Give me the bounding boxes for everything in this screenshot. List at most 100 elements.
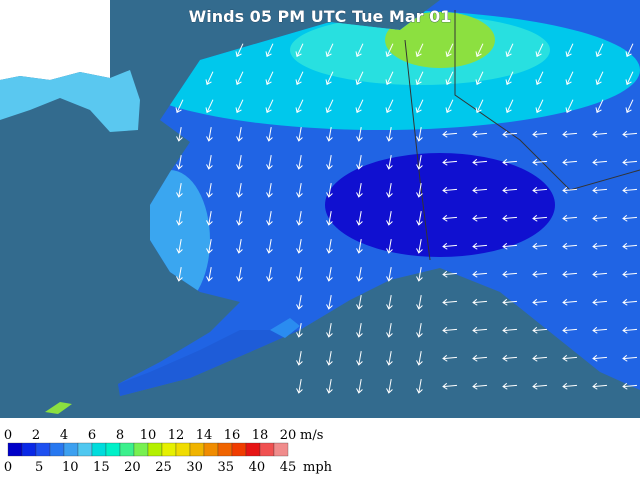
wind-arrow <box>265 71 274 86</box>
arrow-shaft <box>562 356 578 360</box>
arrow-head <box>502 298 508 306</box>
legend: 0 2 4 6 8 10 12 14 16 18 20 m/s0 5 10 15 20 25 30 35 40 45 mp… <box>4 428 333 475</box>
arrow-head <box>502 242 508 250</box>
wind-arrow <box>416 127 423 142</box>
arrow-head <box>176 164 183 170</box>
arrow-head <box>296 332 303 338</box>
arrow-head <box>355 51 362 58</box>
wind-arrow <box>442 354 458 362</box>
arrow-shaft <box>562 272 578 276</box>
arrow-head <box>236 248 243 254</box>
wind-arrow <box>386 267 393 282</box>
arrow-head <box>532 326 538 334</box>
arrow-head <box>206 192 213 198</box>
wind-arrow <box>592 382 608 390</box>
arrow-shaft <box>298 323 302 337</box>
wind-arrow <box>265 99 274 114</box>
wind-arrow <box>386 323 393 338</box>
wind-arrow <box>176 155 183 170</box>
arrow-head <box>622 242 628 250</box>
arrow-shaft <box>418 127 422 141</box>
arrow-head <box>386 220 393 226</box>
arrow-shaft <box>178 127 182 141</box>
arrow-shaft <box>388 351 392 365</box>
wind-arrow <box>325 71 334 86</box>
wind-arrow <box>386 295 393 310</box>
wind-arrow <box>562 130 578 138</box>
arrow-shaft <box>266 43 274 57</box>
wind-arrow <box>416 211 423 226</box>
ms-tick-label: 12 <box>168 428 185 443</box>
arrow-shaft <box>532 328 548 332</box>
legend-color <box>133 442 149 457</box>
arrow-head <box>532 382 538 390</box>
wind-arrow <box>326 239 333 254</box>
arrow-shaft <box>206 99 214 113</box>
wind-arrow <box>532 326 548 334</box>
arrow-head <box>296 248 303 254</box>
wind-arrow <box>472 214 488 222</box>
arrow-head <box>266 192 273 198</box>
mph-unit: mph <box>303 460 333 475</box>
wind-arrow <box>356 211 363 226</box>
arrow-shaft <box>592 384 608 388</box>
arrow-shaft <box>472 328 488 332</box>
arrow-shaft <box>358 351 362 365</box>
wind-arrow <box>442 382 458 390</box>
arrow-head <box>296 164 303 170</box>
arrow-shaft <box>442 300 458 304</box>
arrow-shaft <box>358 379 362 393</box>
mph-tick-label: 10 <box>62 460 79 475</box>
arrow-head <box>265 79 272 86</box>
arrow-shaft <box>562 300 578 304</box>
arrow-shaft <box>592 328 608 332</box>
wind-arrow <box>415 71 424 86</box>
wind-arrow <box>502 298 518 306</box>
arrow-head <box>386 304 393 310</box>
arrow-shaft <box>298 295 302 309</box>
arrow-head <box>416 388 423 394</box>
arrow-head <box>176 248 183 254</box>
arrow-head <box>206 276 213 282</box>
arrow-head <box>475 107 482 114</box>
arrow-shaft <box>472 272 488 276</box>
arrow-shaft <box>506 99 514 113</box>
arrow-head <box>622 214 628 222</box>
arrow-head <box>176 276 183 282</box>
arrow-head <box>385 51 392 58</box>
mph-tick-label: 20 <box>124 460 141 475</box>
peninsula <box>118 330 300 396</box>
wind-arrow <box>356 323 363 338</box>
arrow-head <box>386 360 393 366</box>
wind-arrow <box>595 71 604 86</box>
arrow-head <box>595 51 602 58</box>
arrow-head <box>236 192 243 198</box>
wind-arrow <box>472 242 488 250</box>
wind-arrow <box>532 270 548 278</box>
wind-arrow <box>505 99 514 114</box>
wind-arrow <box>326 379 333 394</box>
wind-arrow <box>326 267 333 282</box>
ms-tick-label: 6 <box>88 428 96 443</box>
arrow-head <box>296 192 303 198</box>
arrow-head <box>472 158 478 166</box>
arrow-shaft <box>418 323 422 337</box>
arrow-head <box>326 332 333 338</box>
ms-tick-label: 8 <box>116 428 124 443</box>
arrow-head <box>592 270 598 278</box>
ms-tick-label: 16 <box>224 428 241 443</box>
wind-arrow <box>206 127 213 142</box>
arrow-shaft <box>472 300 488 304</box>
arrow-shaft <box>532 356 548 360</box>
ms-tick-label: 18 <box>252 428 269 443</box>
arrow-head <box>415 51 422 58</box>
wind-arrow <box>592 158 608 166</box>
arrow-shaft <box>388 379 392 393</box>
arrow-shaft <box>446 99 454 113</box>
arrow-shaft <box>626 71 634 85</box>
wind-arrow <box>622 130 638 138</box>
arrow-shaft <box>298 155 302 169</box>
wind-arrow <box>236 211 243 226</box>
arrow-head <box>532 242 538 250</box>
wind-arrow <box>326 295 333 310</box>
